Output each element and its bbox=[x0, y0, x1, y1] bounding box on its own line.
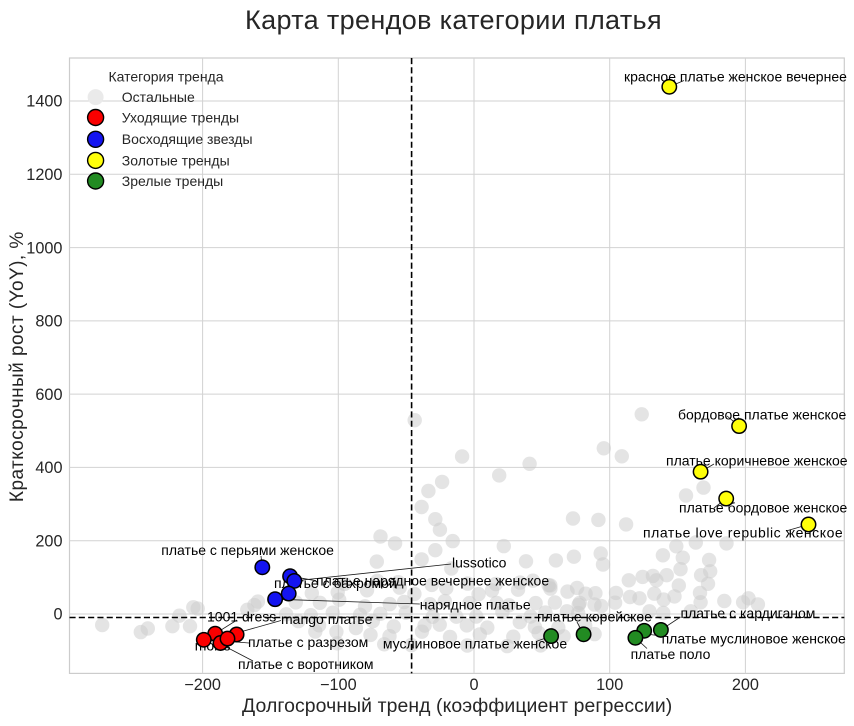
svg-text:Восходящие звезды: Восходящие звезды bbox=[122, 131, 253, 147]
svg-text:Краткосрочный рост (YoY), %: Краткосрочный рост (YoY), % bbox=[7, 231, 28, 502]
svg-text:800: 800 bbox=[35, 313, 62, 331]
svg-text:lussotico: lussotico bbox=[452, 554, 507, 570]
svg-text:красное платье женское вечерне: красное платье женское вечернее bbox=[624, 68, 847, 84]
svg-text:платье нарядное вечернее женск: платье нарядное вечернее женское bbox=[316, 573, 549, 589]
svg-text:нарядное платье: нарядное платье bbox=[420, 597, 531, 613]
svg-text:платье корейское: платье корейское bbox=[537, 609, 652, 625]
svg-text:Зрелые тренды: Зрелые тренды bbox=[122, 173, 223, 189]
svg-text:муслиновое платье женское: муслиновое платье женское bbox=[383, 636, 567, 652]
svg-text:100: 100 bbox=[596, 676, 623, 694]
svg-text:Остальные: Остальные bbox=[122, 89, 195, 105]
svg-text:1001 dress: 1001 dress bbox=[207, 608, 276, 624]
svg-text:600: 600 bbox=[35, 386, 62, 404]
svg-text:1400: 1400 bbox=[26, 93, 62, 111]
svg-text:1000: 1000 bbox=[26, 239, 62, 257]
svg-text:платье поло: платье поло bbox=[631, 646, 711, 662]
svg-text:платье с бахромой: платье с бахромой bbox=[274, 575, 397, 591]
svg-text:0: 0 bbox=[469, 676, 478, 694]
svg-text:200: 200 bbox=[732, 676, 759, 694]
svg-text:200: 200 bbox=[35, 532, 62, 550]
svg-text:платье с кардиганом: платье с кардиганом bbox=[681, 605, 816, 621]
svg-text:платье коричневое женское: платье коричневое женское bbox=[666, 452, 848, 468]
svg-text:−200: −200 bbox=[184, 676, 221, 694]
svg-text:платье с воротником: платье с воротником bbox=[238, 656, 374, 672]
svg-text:Уходящие тренды: Уходящие тренды bbox=[122, 109, 239, 125]
svg-text:платье с перьями женское: платье с перьями женское bbox=[161, 542, 334, 558]
svg-text:400: 400 bbox=[35, 459, 62, 477]
svg-text:платье бордовое женское: платье бордовое женское bbox=[679, 499, 848, 515]
svg-text:бордовое платье женское: бордовое платье женское bbox=[678, 407, 847, 423]
svg-text:Карта трендов категории платья: Карта трендов категории платья bbox=[245, 5, 662, 35]
svg-text:платье муслиновое женское: платье муслиновое женское bbox=[662, 630, 846, 646]
svg-text:платье love republic женское: платье love republic женское bbox=[643, 525, 843, 541]
svg-text:−100: −100 bbox=[320, 676, 357, 694]
svg-text:Долгосрочный тренд (коэффициен: Долгосрочный тренд (коэффициент регресси… bbox=[242, 695, 672, 717]
svg-text:Золотые тренды: Золотые тренды bbox=[122, 152, 230, 168]
svg-text:0: 0 bbox=[53, 606, 62, 624]
svg-text:платье с разрезом: платье с разрезом bbox=[248, 634, 368, 650]
svg-text:Категория тренда: Категория тренда bbox=[109, 68, 224, 84]
svg-text:1200: 1200 bbox=[26, 166, 62, 184]
svg-text:mango платье: mango платье bbox=[281, 611, 373, 627]
